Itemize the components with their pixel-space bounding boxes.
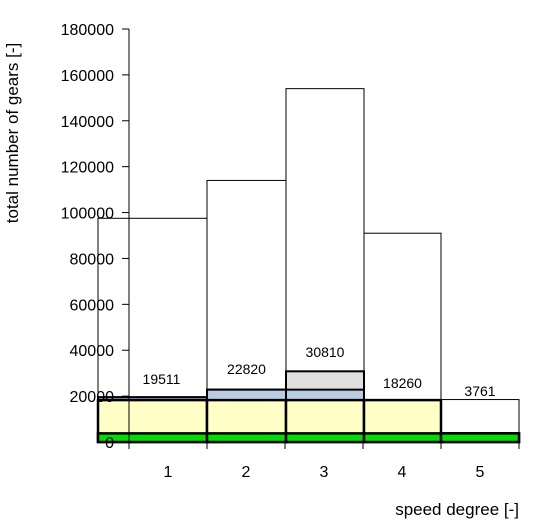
y-tick-label: 160000 — [61, 68, 114, 85]
y-tick-label: 120000 — [61, 160, 114, 177]
x-axis-title: speed degree [-] — [395, 500, 519, 519]
y-axis: 0 20000 40000 60000 80000 100000 120000 140000 1… — [61, 22, 129, 452]
x-tick-label: 5 — [476, 464, 485, 481]
x-tick-label: 4 — [398, 464, 407, 481]
data-label: 3761 — [464, 383, 495, 399]
y-tick-label: 80000 — [70, 251, 115, 268]
x-tick-label: 3 — [320, 464, 329, 481]
data-label: 30810 — [306, 344, 345, 360]
bar-series5-4 — [362, 432, 443, 444]
y-tick-label: 100000 — [61, 206, 114, 223]
data-label: 18260 — [383, 375, 422, 391]
bar-layer — [96, 88, 521, 444]
y-tick-label: 40000 — [70, 343, 115, 360]
x-tick-label: 1 — [164, 464, 173, 481]
bar-series5-3 — [284, 432, 366, 444]
bar-series5-1 — [96, 432, 209, 444]
data-label: 19511 — [143, 371, 181, 387]
y-axis-title: total number of gears [-] — [3, 43, 22, 223]
data-label: 22820 — [227, 361, 266, 377]
y-tick-label: 60000 — [70, 297, 115, 314]
y-tick-label: 0 — [105, 435, 114, 452]
bar-series5-2 — [205, 432, 288, 444]
x-tick-label: 2 — [242, 464, 251, 481]
y-tick-label: 20000 — [70, 389, 115, 406]
data-label-layer: 19511 22820 30810 18260 3761 — [143, 344, 496, 399]
y-tick-label: 180000 — [61, 22, 114, 39]
bar-series5-5 — [439, 432, 521, 444]
y-tick-label: 140000 — [61, 114, 114, 131]
x-axis: 1 2 3 4 5 — [128, 442, 520, 481]
